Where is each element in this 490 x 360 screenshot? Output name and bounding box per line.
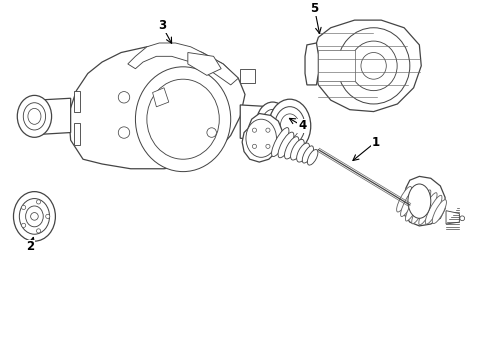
Ellipse shape <box>432 200 446 224</box>
Ellipse shape <box>302 146 314 163</box>
Ellipse shape <box>296 143 310 162</box>
Circle shape <box>266 144 270 148</box>
Circle shape <box>252 144 257 148</box>
Text: 3: 3 <box>158 19 166 32</box>
Polygon shape <box>128 43 238 85</box>
Text: 1: 1 <box>371 136 380 149</box>
Polygon shape <box>446 211 459 224</box>
Ellipse shape <box>275 107 305 145</box>
Ellipse shape <box>24 103 46 130</box>
Ellipse shape <box>338 28 410 104</box>
Ellipse shape <box>25 206 43 227</box>
Ellipse shape <box>285 137 299 159</box>
Ellipse shape <box>271 127 289 157</box>
Ellipse shape <box>419 193 437 225</box>
Polygon shape <box>402 176 445 226</box>
Ellipse shape <box>361 53 386 79</box>
Polygon shape <box>36 98 71 134</box>
Ellipse shape <box>400 188 417 216</box>
Ellipse shape <box>280 114 299 138</box>
Ellipse shape <box>14 192 55 241</box>
Ellipse shape <box>408 184 431 218</box>
Polygon shape <box>152 88 169 107</box>
Ellipse shape <box>246 119 276 157</box>
Circle shape <box>460 216 465 221</box>
Circle shape <box>36 200 41 204</box>
Polygon shape <box>240 105 272 140</box>
Circle shape <box>31 213 38 220</box>
Polygon shape <box>305 43 318 85</box>
Ellipse shape <box>412 190 431 224</box>
Polygon shape <box>315 20 421 112</box>
Ellipse shape <box>405 189 424 221</box>
Text: 5: 5 <box>311 2 319 15</box>
Circle shape <box>118 91 130 103</box>
Polygon shape <box>240 69 254 83</box>
Circle shape <box>36 229 41 233</box>
Circle shape <box>22 205 26 210</box>
Polygon shape <box>318 50 355 81</box>
Polygon shape <box>242 113 282 162</box>
Ellipse shape <box>147 79 220 159</box>
Ellipse shape <box>350 41 397 91</box>
Text: 4: 4 <box>298 120 306 132</box>
Ellipse shape <box>291 139 304 160</box>
Ellipse shape <box>17 95 51 137</box>
Ellipse shape <box>262 109 283 137</box>
Ellipse shape <box>135 67 231 172</box>
Circle shape <box>22 223 26 228</box>
Polygon shape <box>74 123 80 145</box>
Circle shape <box>46 214 50 219</box>
Circle shape <box>252 128 257 132</box>
Ellipse shape <box>396 186 412 212</box>
Circle shape <box>207 128 217 137</box>
Text: 2: 2 <box>26 240 35 253</box>
Ellipse shape <box>278 132 294 158</box>
Ellipse shape <box>307 149 318 165</box>
Ellipse shape <box>256 102 289 144</box>
Circle shape <box>118 127 130 138</box>
Polygon shape <box>74 91 80 112</box>
Polygon shape <box>188 53 221 75</box>
Ellipse shape <box>269 99 311 153</box>
Ellipse shape <box>19 199 49 234</box>
Ellipse shape <box>28 108 41 124</box>
Polygon shape <box>69 45 245 169</box>
Circle shape <box>266 128 270 132</box>
Ellipse shape <box>425 195 442 224</box>
